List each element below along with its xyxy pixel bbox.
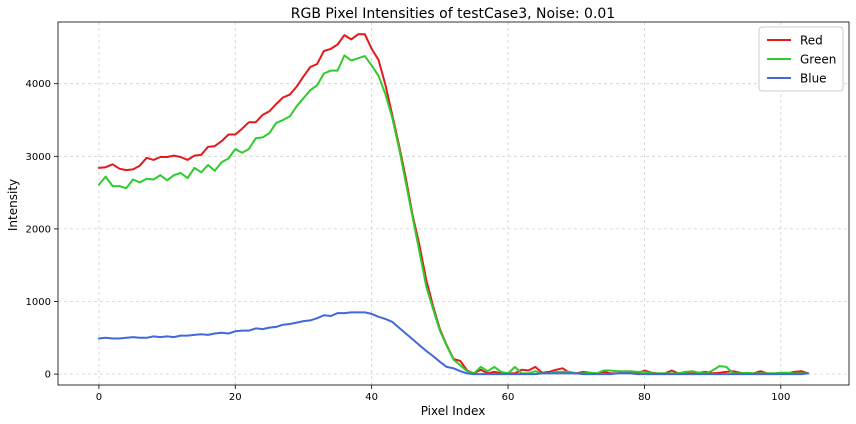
- x-tick-label: 100: [771, 392, 790, 403]
- legend-box: [758, 26, 844, 92]
- x-tick-label: 60: [502, 392, 515, 403]
- legend-label-red: Red: [800, 34, 823, 48]
- x-tick-label: 40: [365, 392, 378, 403]
- series-layer: [97, 33, 810, 376]
- y-tick-label: 4000: [26, 79, 51, 90]
- y-axis-label: Intensity: [6, 179, 20, 231]
- y-tick-label: 1000: [26, 297, 51, 308]
- x-tick-label: 80: [638, 392, 651, 403]
- legend: Red Green Blue: [758, 26, 844, 92]
- y-tick-label: 3000: [26, 152, 51, 163]
- legend-label-green: Green: [800, 53, 836, 67]
- x-tick-label: 0: [96, 392, 102, 403]
- y-tick-label: 2000: [26, 224, 51, 235]
- chart-title: RGB Pixel Intensities of testCase3, Nois…: [291, 6, 615, 22]
- x-axis-label: Pixel Index: [421, 404, 486, 418]
- legend-label-blue: Blue: [800, 72, 827, 86]
- x-tick-label: 20: [229, 392, 242, 403]
- plot-frame: [57, 21, 850, 386]
- series-line-green: [97, 54, 810, 375]
- series-line-blue: [97, 311, 810, 376]
- y-tick-label: 0: [45, 370, 51, 381]
